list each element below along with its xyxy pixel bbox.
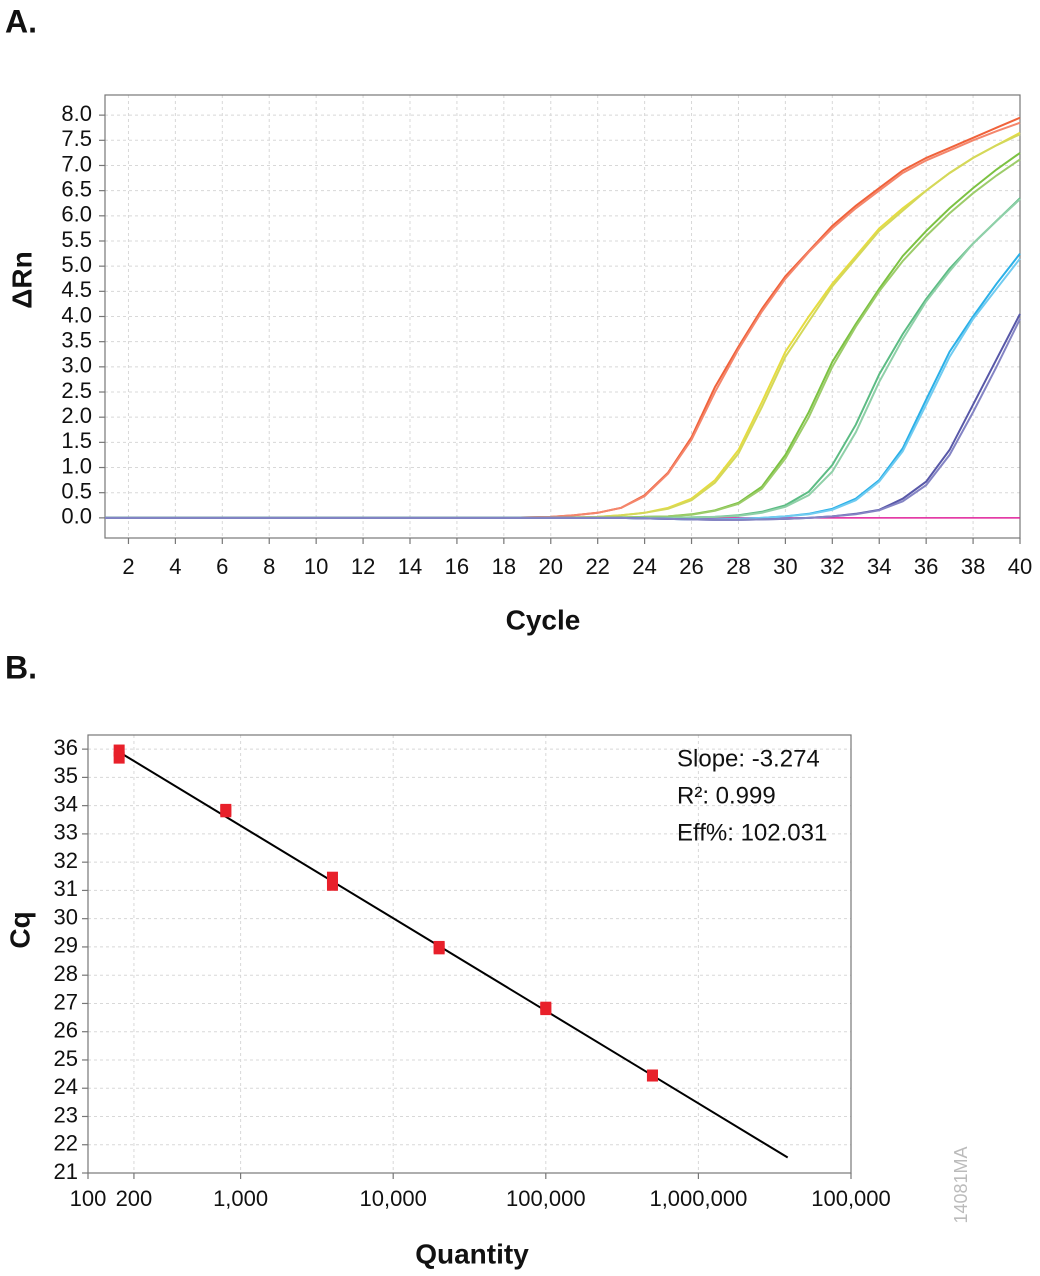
plot-frame — [87, 734, 852, 1174]
plot-frame — [104, 94, 1021, 539]
amplification-curve — [105, 133, 1021, 519]
figure-id: 14081MA — [951, 1146, 971, 1223]
x-tick-label: 100,000 — [811, 1186, 891, 1211]
amplification-curve — [105, 257, 1021, 521]
x-tick-label: 24 — [632, 554, 656, 579]
y-axis-title: ΔRn — [6, 251, 37, 308]
y-tick-label: 8.0 — [61, 101, 92, 126]
amplification-curve — [105, 121, 1021, 519]
x-tick-label: 1,000,000 — [649, 1186, 747, 1211]
x-axis-title: Cycle — [506, 604, 581, 635]
y-axis-title: Cq — [4, 911, 35, 948]
y-tick-label: 22 — [54, 1131, 78, 1156]
x-tick-label: 2 — [122, 554, 134, 579]
amplification-curve — [105, 152, 1021, 519]
y-tick-label: 0.5 — [61, 479, 92, 504]
y-tick-label: 6.0 — [61, 202, 92, 227]
annotation: R²: 0.999 — [677, 782, 776, 809]
amplification-curve — [105, 318, 1021, 521]
data-point — [646, 1069, 658, 1082]
x-tick-label: 10,000 — [360, 1186, 427, 1211]
data-point — [113, 744, 125, 757]
y-tick-label: 30 — [54, 904, 78, 929]
x-tick-label: 8 — [263, 554, 275, 579]
y-tick-label: 34 — [54, 791, 78, 816]
panel-label: A. — [5, 3, 37, 39]
x-tick-label: 34 — [867, 554, 891, 579]
y-tick-label: 5.0 — [61, 252, 92, 277]
x-tick-label: 100 — [70, 1186, 107, 1211]
y-tick-label: 33 — [54, 820, 78, 845]
x-tick-label: 32 — [820, 554, 844, 579]
x-tick-label: 16 — [445, 554, 469, 579]
y-tick-label: 4.5 — [61, 277, 92, 302]
annotation: Eff%: 102.031 — [677, 819, 827, 846]
y-tick-label: 0.0 — [61, 504, 92, 529]
y-tick-label: 2.5 — [61, 378, 92, 403]
x-tick-label: 30 — [773, 554, 797, 579]
x-tick-label: 20 — [539, 554, 563, 579]
x-tick-label: 12 — [351, 554, 375, 579]
x-tick-label: 14 — [398, 554, 422, 579]
data-point — [326, 878, 338, 891]
y-tick-label: 35 — [54, 763, 78, 788]
data-point — [540, 1001, 552, 1014]
x-tick-label: 18 — [492, 554, 516, 579]
y-tick-label: 24 — [54, 1074, 78, 1099]
y-tick-label: 3.5 — [61, 327, 92, 352]
y-tick-label: 3.0 — [61, 353, 92, 378]
x-axis-title: Quantity — [415, 1238, 529, 1269]
x-tick-label: 1,000 — [213, 1186, 268, 1211]
amplification-curve — [105, 158, 1021, 519]
y-tick-label: 31 — [54, 876, 78, 901]
annotation: Slope: -3.274 — [677, 745, 820, 772]
y-tick-label: 6.5 — [61, 176, 92, 201]
y-tick-label: 32 — [54, 848, 78, 873]
x-tick-label: 36 — [914, 554, 938, 579]
x-tick-label: 200 — [116, 1186, 153, 1211]
y-tick-label: 2.0 — [61, 403, 92, 428]
x-tick-label: 10 — [304, 554, 328, 579]
amplification-curve — [105, 197, 1021, 519]
y-tick-label: 28 — [54, 961, 78, 986]
panel-label: B. — [5, 649, 37, 685]
data-point — [220, 803, 232, 816]
y-tick-label: 27 — [54, 989, 78, 1014]
y-tick-label: 36 — [54, 735, 78, 760]
x-tick-label: 40 — [1008, 554, 1032, 579]
x-tick-label: 38 — [961, 554, 985, 579]
x-tick-label: 22 — [585, 554, 609, 579]
x-tick-label: 100,000 — [506, 1186, 586, 1211]
y-tick-label: 5.5 — [61, 227, 92, 252]
y-tick-label: 7.0 — [61, 151, 92, 176]
y-tick-label: 25 — [54, 1046, 78, 1071]
fit-line — [118, 751, 789, 1159]
y-tick-label: 23 — [54, 1102, 78, 1127]
y-tick-label: 4.0 — [61, 302, 92, 327]
x-tick-label: 6 — [216, 554, 228, 579]
y-tick-label: 1.5 — [61, 428, 92, 453]
amplification-curve — [105, 252, 1021, 521]
y-tick-label: 29 — [54, 933, 78, 958]
x-tick-label: 26 — [679, 554, 703, 579]
data-point — [113, 751, 125, 764]
y-tick-label: 7.5 — [61, 126, 92, 151]
y-tick-label: 1.0 — [61, 453, 92, 478]
amplification-curve — [105, 116, 1021, 519]
x-tick-label: 28 — [726, 554, 750, 579]
y-tick-label: 21 — [54, 1159, 78, 1184]
data-point — [326, 871, 338, 884]
y-tick-label: 26 — [54, 1018, 78, 1043]
data-point — [433, 940, 445, 953]
x-tick-label: 4 — [169, 554, 181, 579]
amplification-curve — [105, 198, 1021, 519]
